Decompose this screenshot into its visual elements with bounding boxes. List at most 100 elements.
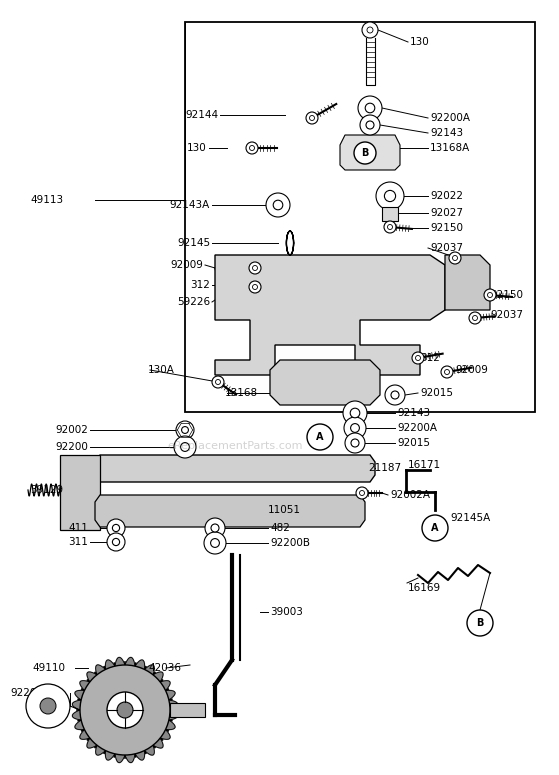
Circle shape — [211, 524, 219, 532]
Circle shape — [385, 385, 405, 405]
Circle shape — [212, 376, 224, 388]
Circle shape — [306, 112, 318, 124]
Text: 92037: 92037 — [490, 310, 523, 320]
Text: 11051: 11051 — [268, 505, 301, 515]
Circle shape — [310, 115, 315, 120]
Bar — [382, 207, 398, 221]
Circle shape — [358, 96, 382, 120]
Text: 312: 312 — [420, 353, 440, 363]
Text: 59226: 59226 — [177, 297, 210, 307]
Circle shape — [412, 352, 424, 364]
Circle shape — [211, 539, 219, 547]
Circle shape — [356, 487, 368, 499]
Circle shape — [181, 443, 190, 451]
Circle shape — [266, 193, 290, 217]
Text: A: A — [316, 432, 324, 442]
Text: 92022: 92022 — [430, 191, 463, 201]
Circle shape — [472, 315, 477, 321]
Circle shape — [350, 408, 360, 418]
Text: 92015: 92015 — [397, 438, 430, 448]
Text: 482: 482 — [270, 523, 290, 533]
Circle shape — [204, 532, 226, 554]
Text: 312: 312 — [190, 280, 210, 290]
Polygon shape — [445, 255, 490, 310]
Circle shape — [112, 525, 120, 532]
Text: 92143: 92143 — [430, 128, 463, 138]
Text: 42036: 42036 — [148, 663, 181, 673]
Text: 39129: 39129 — [30, 485, 63, 495]
Circle shape — [359, 491, 364, 495]
Text: 39003: 39003 — [270, 607, 303, 617]
Circle shape — [117, 702, 133, 718]
Circle shape — [249, 281, 261, 293]
Circle shape — [350, 424, 359, 432]
Circle shape — [345, 433, 365, 453]
Text: 92143A: 92143A — [170, 200, 210, 210]
Polygon shape — [340, 135, 400, 170]
Text: 92200: 92200 — [55, 442, 88, 452]
Circle shape — [367, 27, 373, 33]
Text: 130: 130 — [187, 143, 207, 153]
Circle shape — [253, 284, 258, 290]
Text: 92200A: 92200A — [430, 113, 470, 123]
Circle shape — [385, 191, 396, 202]
Circle shape — [246, 142, 258, 154]
Circle shape — [469, 312, 481, 324]
Text: 92009: 92009 — [170, 260, 203, 270]
Text: 92200C: 92200C — [10, 688, 50, 698]
Circle shape — [107, 692, 143, 728]
Polygon shape — [215, 255, 445, 375]
Polygon shape — [72, 657, 178, 763]
Circle shape — [107, 533, 125, 551]
Text: 92015: 92015 — [420, 388, 453, 398]
Circle shape — [216, 380, 220, 384]
Circle shape — [376, 182, 404, 210]
Text: eReplacementParts.com: eReplacementParts.com — [167, 441, 302, 450]
Text: 411: 411 — [68, 523, 88, 533]
Circle shape — [415, 356, 420, 360]
Circle shape — [182, 426, 188, 433]
Text: 92150: 92150 — [490, 290, 523, 300]
Circle shape — [366, 121, 374, 129]
Text: 92027: 92027 — [430, 208, 463, 218]
Circle shape — [384, 221, 396, 233]
Circle shape — [362, 22, 378, 38]
Text: 92143: 92143 — [397, 408, 430, 418]
Circle shape — [467, 610, 493, 636]
Bar — [170, 703, 205, 717]
Text: B: B — [361, 148, 369, 158]
Text: B: B — [476, 618, 484, 628]
Circle shape — [387, 225, 392, 229]
Circle shape — [484, 289, 496, 301]
Text: 92200A: 92200A — [397, 423, 437, 433]
Text: 92150: 92150 — [430, 223, 463, 233]
Text: 130A: 130A — [148, 365, 175, 375]
Circle shape — [343, 401, 367, 425]
Circle shape — [441, 366, 453, 378]
Circle shape — [452, 256, 457, 260]
Circle shape — [249, 146, 254, 150]
Text: 130: 130 — [410, 37, 430, 47]
Circle shape — [351, 439, 359, 447]
Text: 13168: 13168 — [225, 388, 258, 398]
Circle shape — [354, 142, 376, 164]
Polygon shape — [60, 455, 100, 530]
Text: 92145A: 92145A — [450, 513, 490, 523]
Circle shape — [205, 518, 225, 538]
Text: 311: 311 — [68, 537, 88, 547]
Circle shape — [449, 252, 461, 264]
Circle shape — [344, 417, 366, 439]
Text: 16169: 16169 — [408, 583, 441, 593]
Text: A: A — [431, 523, 439, 533]
Circle shape — [487, 292, 492, 298]
Circle shape — [176, 421, 194, 439]
Text: 92009: 92009 — [455, 365, 488, 375]
Circle shape — [422, 515, 448, 541]
Text: 92145: 92145 — [177, 238, 210, 248]
Text: 21187: 21187 — [368, 463, 401, 473]
Circle shape — [365, 103, 375, 113]
Circle shape — [273, 200, 283, 210]
Circle shape — [360, 115, 380, 135]
Polygon shape — [95, 495, 365, 527]
Text: 92002A: 92002A — [390, 490, 430, 500]
